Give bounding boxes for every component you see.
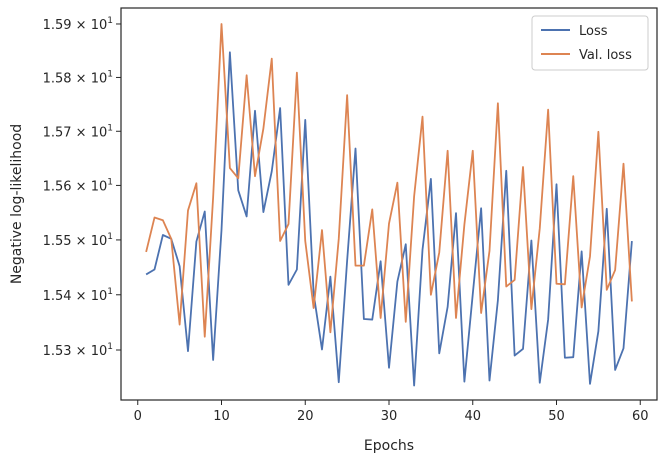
legend-label-val-loss: Val. loss [579, 48, 632, 63]
legend-label-loss: Loss [579, 24, 608, 39]
x-tick-label: 10 [213, 409, 230, 424]
y-tick-label: 1.59 × 101 [43, 16, 113, 33]
x-tick-label: 30 [381, 409, 398, 424]
y-tick-label: 1.57 × 101 [43, 123, 113, 140]
y-axis-ticks: 1.53 × 101 1.54 × 101 1.55 × 101 1.56 × 101… [43, 16, 121, 359]
y-tick-label: 1.53 × 101 [43, 342, 113, 359]
x-axis-ticks: 0 10 20 30 40 50 60 [134, 400, 649, 424]
y-axis-label: Negative log-likelihood [9, 124, 25, 284]
y-tick-label: 1.54 × 101 [43, 287, 113, 304]
plot-area [121, 8, 657, 400]
y-tick-label: 1.58 × 101 [43, 69, 113, 86]
x-tick-label: 0 [134, 409, 142, 424]
x-tick-label: 50 [548, 409, 565, 424]
legend: Loss Val. loss [531, 15, 649, 71]
series-lines [145, 23, 633, 387]
x-tick-label: 40 [464, 409, 481, 424]
x-axis-label: Epochs [364, 438, 414, 454]
x-tick-label: 60 [632, 409, 649, 424]
y-tick-label: 1.56 × 101 [43, 177, 113, 194]
series-line-val-loss [145, 23, 633, 338]
y-tick-label: 1.55 × 101 [43, 232, 113, 249]
x-tick-label: 20 [297, 409, 314, 424]
